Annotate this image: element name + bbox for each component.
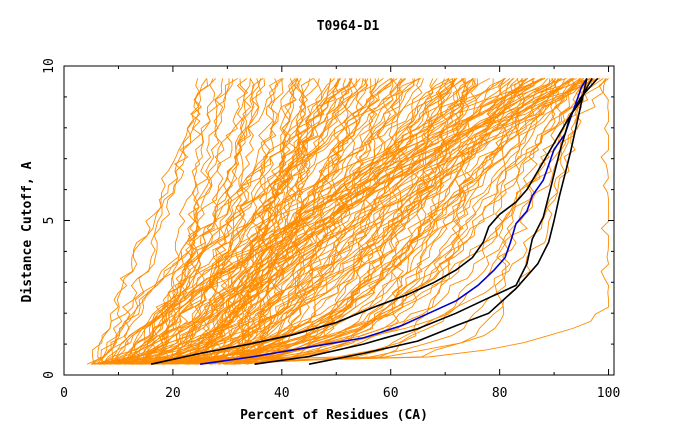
x-tick-label: 80 [492, 386, 508, 401]
model-curve [96, 78, 474, 365]
model-curves [86, 77, 610, 365]
model-curve [171, 78, 234, 365]
highlighted-curves [150, 77, 599, 365]
y-axis: 0 5 10 [42, 58, 614, 379]
model-curve [118, 77, 542, 365]
y-axis-label: Distance Cutoff, A [20, 161, 35, 302]
model-curve [225, 77, 592, 365]
model-curve [237, 78, 398, 365]
black-curve-3 [308, 78, 588, 365]
model-curve [193, 78, 252, 365]
model-curve [234, 78, 304, 365]
model-curve [193, 78, 348, 365]
model-curve [196, 78, 529, 365]
model-curve [163, 78, 572, 365]
model-curve [218, 78, 352, 365]
model-curve [155, 78, 369, 365]
x-tick-label: 0 [60, 386, 68, 401]
black-curve-2 [254, 77, 593, 365]
model-curve [142, 77, 422, 365]
model-curve [133, 78, 384, 365]
model-curve [134, 78, 248, 365]
model-curve [194, 78, 416, 365]
model-curve [98, 78, 575, 365]
model-curve [196, 78, 562, 365]
x-axis-label: Percent of Residues (CA) [240, 408, 428, 423]
model-curve [156, 78, 216, 365]
x-axis: 0 20 40 60 80 100 [60, 66, 620, 401]
model-curve [196, 78, 454, 365]
model-curve [240, 78, 456, 365]
model-curve [131, 78, 524, 365]
model-curve [130, 78, 581, 365]
model-curve [188, 78, 581, 365]
model-curve [116, 78, 574, 365]
model-curve [112, 78, 209, 365]
model-curve [225, 78, 450, 365]
model-curve [238, 78, 456, 365]
model-curve [124, 78, 588, 365]
model-curve [235, 78, 549, 365]
model-curve [217, 78, 379, 365]
model-curve [137, 77, 535, 365]
model-curve [137, 78, 466, 365]
model-curve [92, 77, 545, 365]
y-tick-label: 10 [42, 58, 57, 74]
model-curve [210, 78, 341, 365]
model-curve [184, 78, 454, 365]
model-curve [211, 78, 283, 365]
model-curve [223, 78, 479, 365]
y-tick-label: 5 [42, 217, 57, 225]
model-curve [101, 78, 352, 365]
model-curve [144, 78, 336, 365]
model-curve [192, 78, 557, 365]
model-curve [92, 78, 284, 365]
model-curve [161, 78, 404, 365]
model-curve [97, 78, 239, 365]
model-curve [110, 78, 217, 365]
model-curve [226, 78, 523, 365]
x-tick-label: 20 [165, 386, 181, 401]
model-curve [198, 78, 438, 365]
model-curve [131, 78, 587, 365]
model-curve [170, 77, 528, 365]
model-curve [117, 78, 399, 365]
model-curve [200, 78, 450, 365]
model-curve [115, 78, 368, 365]
model-curve [230, 78, 578, 365]
model-curve [210, 78, 535, 365]
x-tick-label: 60 [383, 386, 399, 401]
y-tick-label: 0 [42, 371, 57, 379]
model-curve [237, 78, 415, 365]
model-curve [109, 78, 224, 365]
model-curve [142, 78, 610, 365]
model-curve [195, 78, 420, 365]
model-curve [223, 78, 494, 365]
model-curve [234, 78, 582, 365]
x-tick-label: 100 [597, 386, 620, 401]
model-curve [167, 78, 320, 365]
model-curve [214, 78, 279, 365]
model-curve [187, 78, 557, 365]
model-curve [206, 78, 361, 365]
model-curve [128, 78, 609, 365]
model-curve [247, 78, 314, 365]
model-curve [86, 78, 208, 365]
model-curve [135, 78, 466, 365]
x-tick-label: 40 [274, 386, 290, 401]
model-curve [135, 78, 506, 365]
model-curve [235, 78, 556, 365]
model-curve [232, 78, 295, 365]
model-curve [255, 78, 607, 365]
chart-title: T0964-D1 [317, 19, 380, 34]
black-curve-0 [150, 77, 599, 365]
